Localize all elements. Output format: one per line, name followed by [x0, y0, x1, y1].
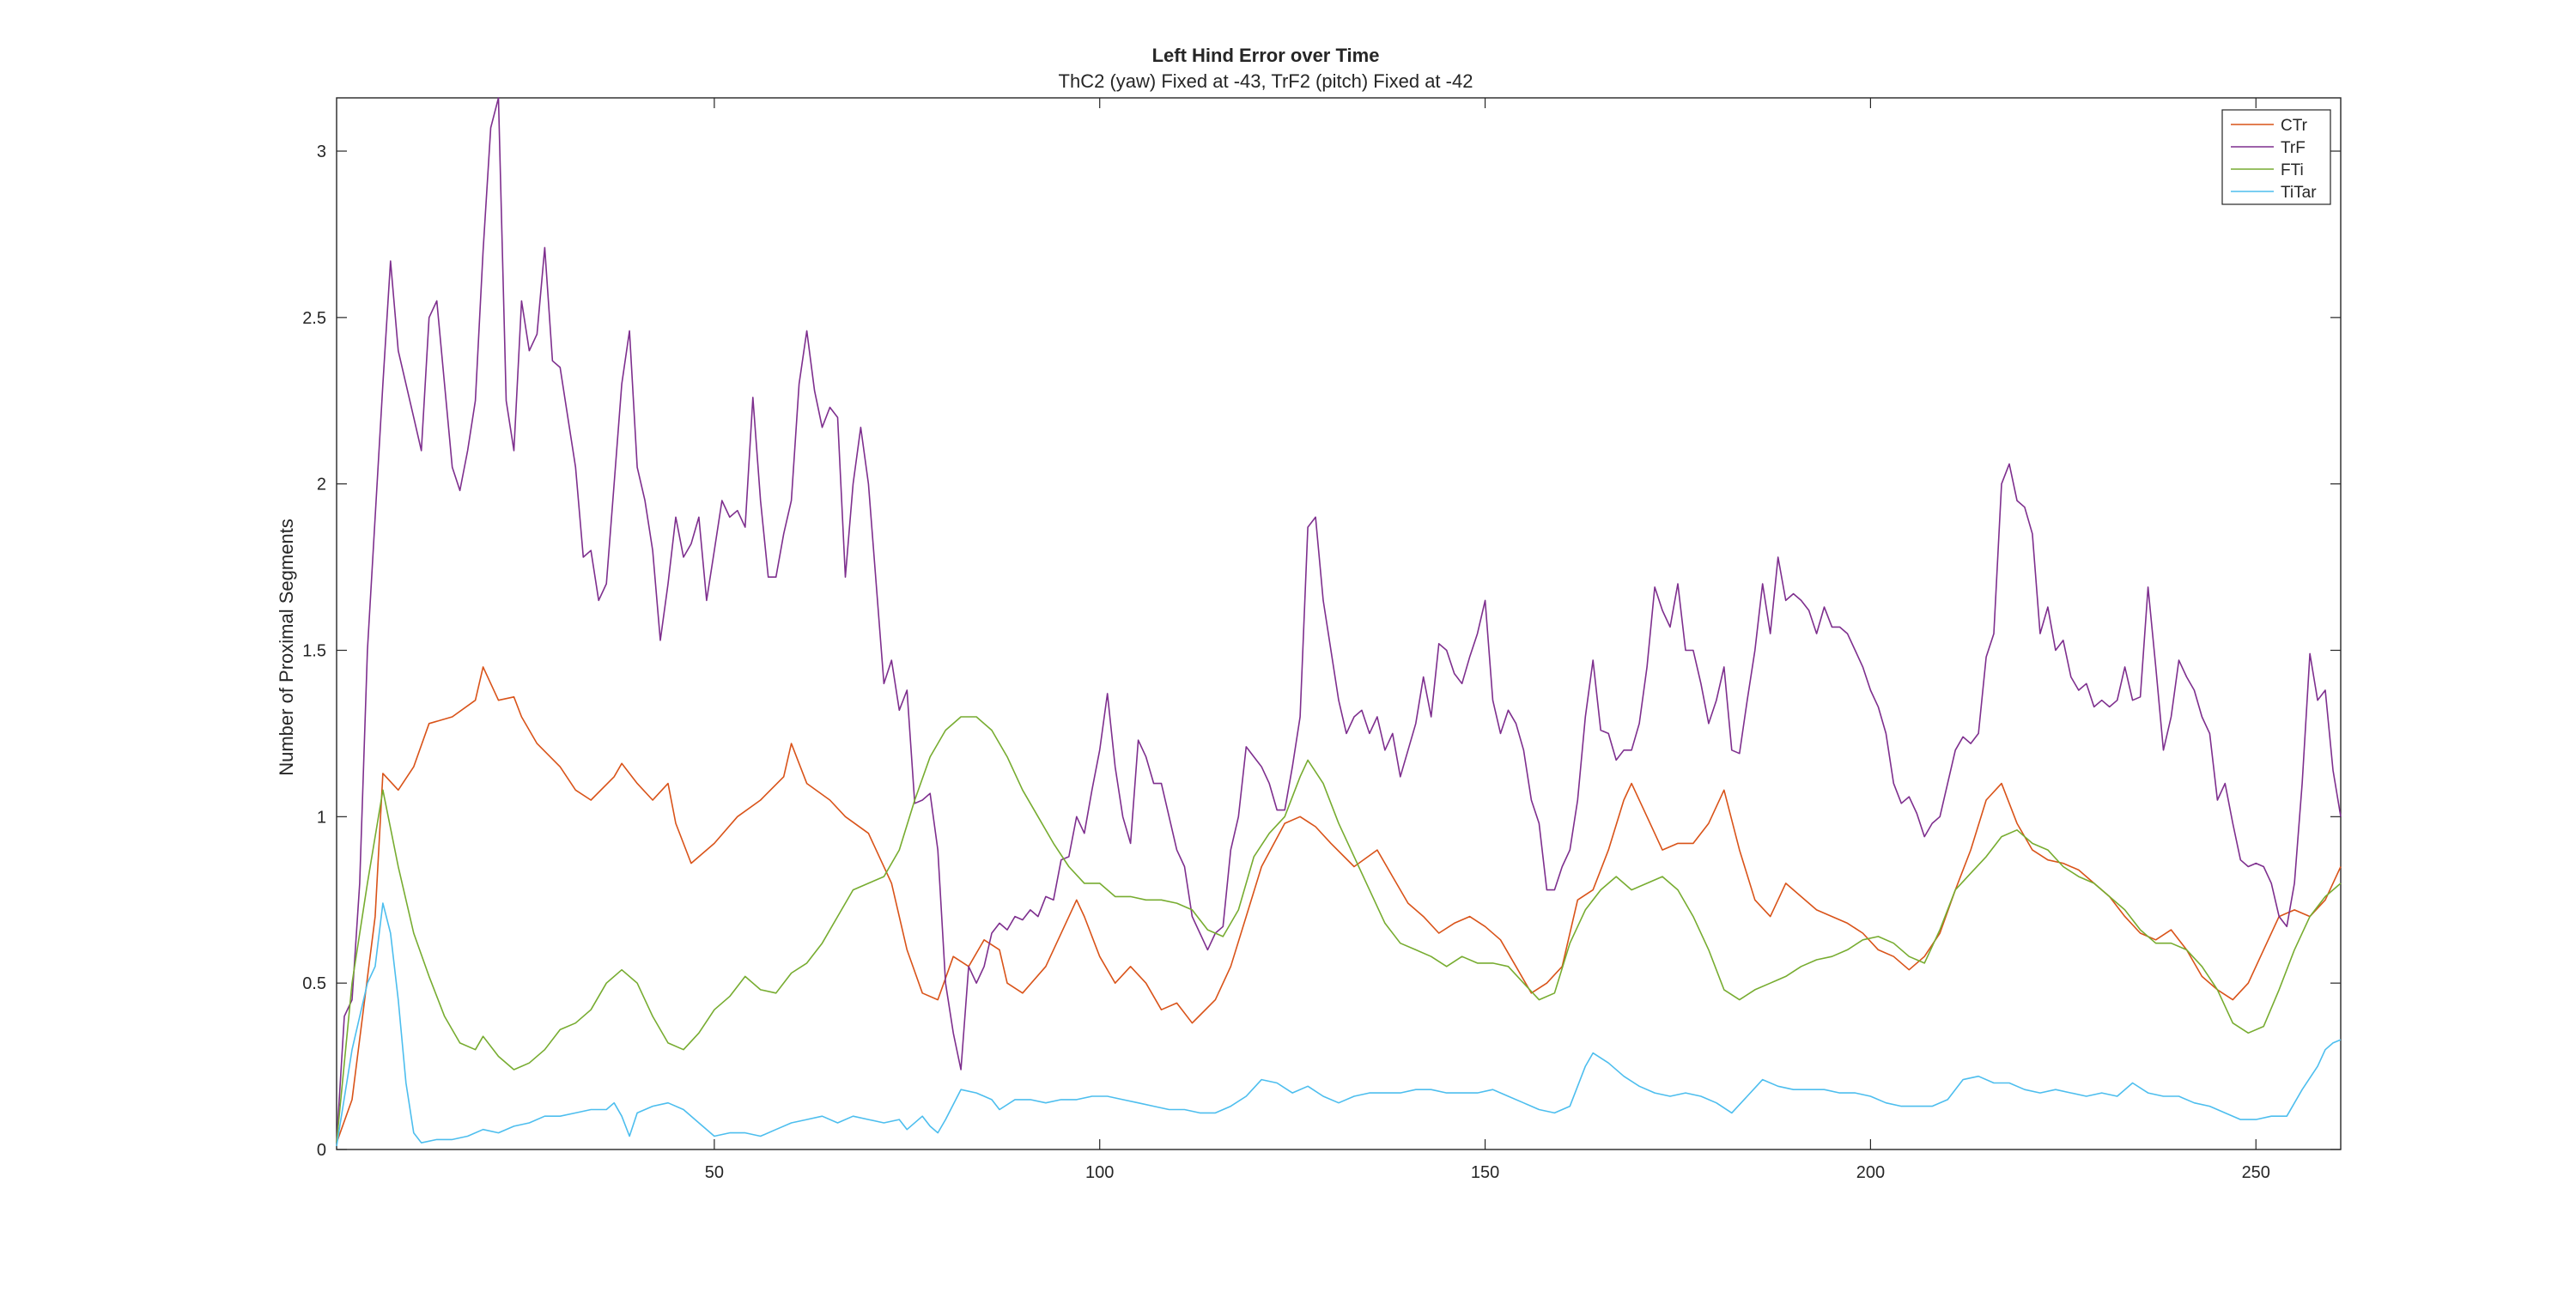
legend: CTr TrF FTi TiTar [2221, 109, 2331, 205]
x-tick-label: 100 [1085, 1163, 1114, 1182]
y-tick-label: 1 [317, 808, 326, 827]
legend-label-ctr: CTr [2281, 117, 2308, 135]
series-line-titar [336, 902, 2342, 1147]
y-axis-label: Number of Proximal Segments [276, 519, 297, 776]
y-tick-label: 0 [317, 1141, 326, 1160]
y-tick-label: 2.5 [302, 309, 326, 328]
chart-subtitle: ThC2 (yaw) Fixed at -43, TrF2 (pitch) Fi… [1059, 70, 1473, 92]
series-lines [336, 97, 2342, 1147]
y-tick-label: 3 [317, 143, 326, 161]
y-tick-label: 1.5 [302, 642, 326, 661]
legend-label-trf: TrF [2281, 139, 2306, 157]
series-line-fti [336, 716, 2342, 1143]
x-tick-label: 250 [2242, 1163, 2270, 1182]
x-tick-label: 50 [705, 1163, 724, 1182]
x-axis: 50 100 150 200 250 [705, 98, 2270, 1182]
series-line-trf [336, 97, 2342, 1143]
chart-title: Left Hind Error over Time [1152, 45, 1380, 66]
legend-label-titar: TiTar [2281, 184, 2317, 202]
legend-box [2221, 109, 2331, 205]
plot-area: 50 100 150 200 250 0 0.5 1 1.5 2 2.5 3 [302, 97, 2342, 1182]
x-tick-label: 200 [1856, 1163, 1885, 1182]
legend-label-fti: FTi [2281, 161, 2304, 179]
series-line-ctr [336, 666, 2342, 1143]
y-tick-label: 0.5 [302, 974, 326, 993]
y-tick-label: 2 [317, 476, 326, 494]
x-tick-label: 150 [1471, 1163, 1499, 1182]
y-axis: 0 0.5 1 1.5 2 2.5 3 [302, 143, 2341, 1160]
axes-box [336, 97, 2342, 1150]
